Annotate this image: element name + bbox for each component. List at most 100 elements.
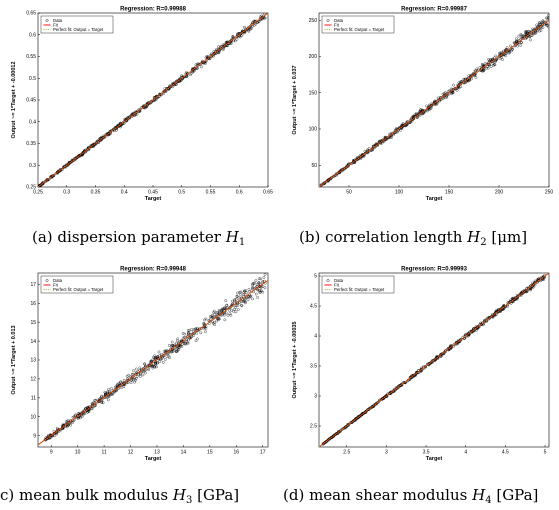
data-point [537,24,541,27]
data-point [259,277,262,281]
data-point [225,303,229,307]
data-point [539,29,543,32]
data-point [125,374,129,378]
chart-title: Regression: R=0.99993 [401,267,468,273]
caption-d-text: (d) mean shear modulus [283,486,473,504]
legend-label: Perfect fit: Output = Target [53,287,104,292]
y-tick-label: 50 [311,163,317,169]
data-point [451,91,455,94]
data-point [212,309,216,313]
data-point [371,146,374,150]
x-tick-label: 10 [75,450,81,456]
data-point [519,44,522,47]
data-point [473,69,477,73]
perfect-fit-line [319,273,549,447]
data-point [181,336,185,340]
data-point [246,298,250,302]
data-point [106,391,109,395]
data-point [255,283,259,287]
data-point [220,307,224,311]
y-tick-label: 0.45 [26,98,36,104]
data-point [438,97,442,101]
chart-svg: 2.5 3 3.5 4 4.5 5 2.5 3 3.5 4 4.5 5 Regression: R=0.… [292,267,550,462]
data-point [439,353,443,357]
data-point [515,41,519,45]
data-point [251,287,254,290]
x-tick-label: 14 [181,450,187,456]
data-point [516,44,519,48]
data-point [90,402,94,405]
x-tick-label: 0.35 [91,190,101,196]
data-point [135,112,139,116]
data-point [546,16,549,20]
data-point [52,174,55,177]
data-point [234,304,238,307]
x-tick-label: 12 [128,450,134,456]
data-point [497,55,500,59]
data-point [111,392,114,396]
regression-plot-a: 0.25 0.3 0.35 0.4 0.45 0.5 0.55 0.6 0.65 0.25 0.3 0… [4,2,274,207]
data-point [150,365,154,368]
data-point [145,105,149,109]
data-point [220,308,224,312]
legend-box [321,275,395,294]
data-point [167,344,171,347]
legend-label: Perfect fit: Output = Target [334,27,385,32]
data-point [517,34,521,38]
data-point [229,313,233,317]
y-tick-label: 100 [309,127,318,133]
y-tick-label: 4 [314,334,317,340]
data-point [236,308,240,311]
data-point [360,413,363,416]
data-point [149,99,153,103]
data-point [251,297,254,301]
y-tick-label: 3 [314,394,317,400]
data-point [255,285,259,288]
data-point [69,423,72,427]
data-point [541,19,545,22]
y-tick-label: 13 [30,358,36,364]
data-point [164,349,167,353]
x-axis-label: Target [145,456,162,462]
data-point [224,311,228,315]
x-tick-label: 4.5 [502,450,509,456]
legend-label: Data [53,18,63,23]
data-point [148,363,151,367]
data-point [455,341,459,344]
data-point [81,151,85,155]
data-point [326,439,329,442]
data-point [366,148,369,152]
x-tick-label: 0.5 [178,190,185,196]
data-point [474,329,478,332]
data-point [239,293,242,296]
legend-label: Data [334,18,344,23]
data-point [247,295,251,298]
data-point [241,30,245,34]
data-point [218,311,221,315]
data-point [385,394,389,398]
data-point [347,164,350,167]
data-point [482,68,486,72]
y-tick-label: 11 [31,396,36,402]
data-point [374,403,377,406]
data-point [125,380,128,384]
data-point [390,136,393,139]
data-point [430,360,434,364]
data-point [196,337,199,341]
data-point [500,51,504,54]
data-point [535,23,539,27]
data-point [453,86,457,90]
data-point [451,90,454,94]
data-point [244,289,247,292]
data-point [519,32,523,36]
data-point [126,381,130,384]
data-point [135,375,139,378]
data-point [154,362,157,365]
data-point [107,387,111,391]
data-point [146,367,150,370]
data-point [493,63,497,67]
data-point [93,142,97,146]
data-point [170,345,174,348]
data-point [152,355,155,359]
